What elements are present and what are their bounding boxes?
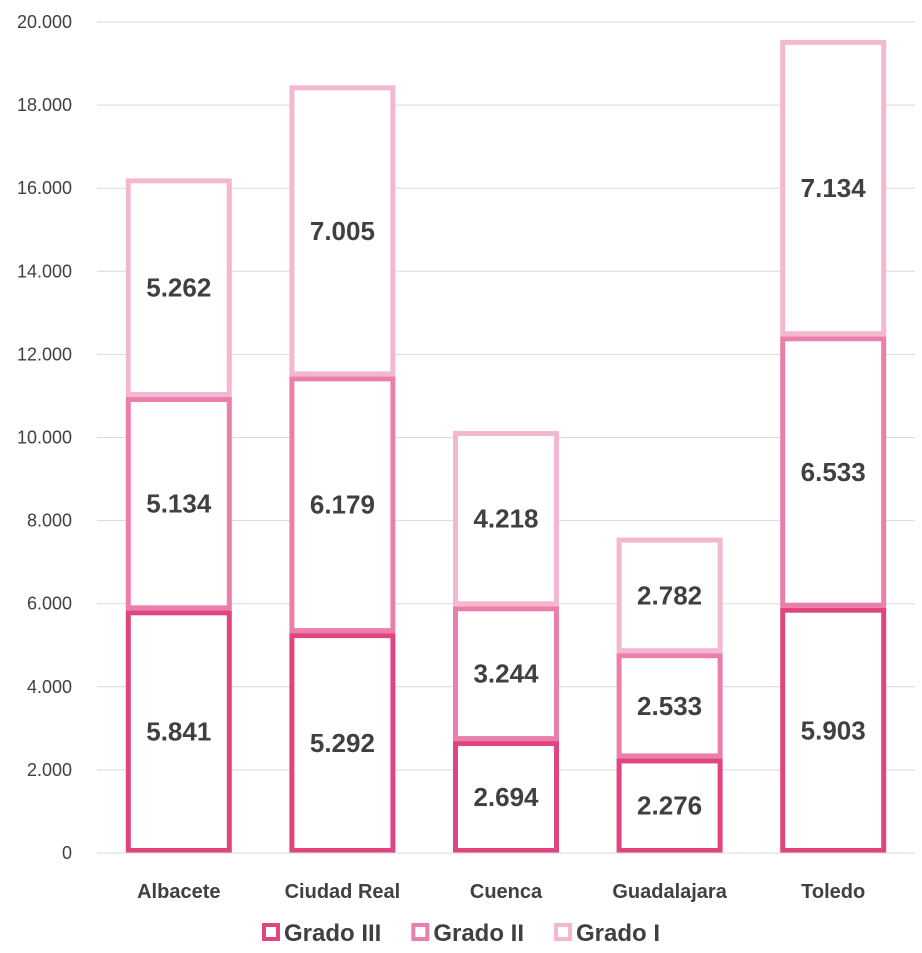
y-tick-label: 8.000 [27, 511, 72, 531]
bar-segment [616, 758, 723, 853]
bar-segment [125, 178, 232, 397]
bar-segment [289, 633, 396, 853]
y-tick-label: 4.000 [27, 677, 72, 697]
legend-item: Grado II [411, 920, 524, 947]
y-tick-label: 16.000 [17, 178, 72, 198]
bar-segment [616, 537, 723, 654]
y-tick-label: 2.000 [27, 760, 72, 780]
data-label: 6.179 [310, 490, 375, 520]
data-label: 7.005 [310, 216, 375, 246]
x-axis: Albacete Ciudad Real Cuenca Guadalajara Tole… [97, 852, 915, 903]
data-label: 6.533 [801, 457, 866, 487]
legend-marker [411, 923, 430, 941]
data-label: 2.533 [637, 691, 702, 721]
data-label: 5.262 [146, 273, 211, 303]
bar-segment [289, 85, 396, 377]
bar-segment [780, 336, 887, 608]
bar-segment [616, 653, 723, 759]
data-label: 2.276 [637, 791, 702, 821]
legend-item: Grado III [261, 920, 381, 947]
bar-segment [453, 431, 559, 607]
data-label: 2.782 [637, 580, 702, 610]
bars: 5.841 5.134 5.262 5.292 6.179 7.005 2.694 3.244… [125, 39, 887, 853]
x-category-label: Guadalajara [612, 881, 727, 903]
legend-item: Grado I [554, 920, 660, 947]
bar-segment [125, 610, 232, 853]
x-category-label: Albacete [137, 881, 220, 903]
y-tick-label: 20.000 [17, 12, 72, 32]
data-label: 7.134 [801, 173, 867, 203]
bar-segment [780, 607, 887, 853]
y-tick-label: 18.000 [17, 95, 72, 115]
y-tick-label: 6.000 [27, 594, 72, 614]
bar-segment [780, 39, 887, 337]
y-axis: 0 2.000 4.000 6.000 8.000 10.000 12.000 14.000 1… [17, 12, 72, 863]
y-tick-label: 12.000 [17, 344, 72, 364]
legend-marker [261, 923, 280, 941]
data-label: 3.244 [473, 659, 539, 689]
data-label: 5.841 [146, 717, 211, 747]
x-category-label: Cuenca [470, 881, 543, 903]
data-label: 5.134 [146, 489, 212, 519]
data-label: 5.903 [801, 715, 866, 745]
bar-segment [125, 396, 232, 611]
y-tick-label: 10.000 [17, 428, 72, 448]
x-category-label: Ciudad Real [285, 881, 401, 903]
data-label: 4.218 [473, 504, 538, 534]
bar-segment [289, 376, 396, 634]
bar-segment [453, 741, 559, 853]
data-label: 5.292 [310, 728, 375, 758]
legend-label: Grado I [576, 920, 660, 947]
legend-marker [554, 923, 573, 941]
y-tick-label: 14.000 [17, 261, 72, 281]
legend: Grado III Grado II Grado I [261, 920, 660, 947]
bar-segment [453, 606, 559, 742]
x-category-label: Toledo [801, 881, 865, 903]
legend-label: Grado III [284, 920, 381, 947]
data-label: 2.694 [473, 782, 539, 812]
y-tick-label: 0 [62, 843, 72, 863]
legend-label: Grado II [433, 920, 524, 947]
